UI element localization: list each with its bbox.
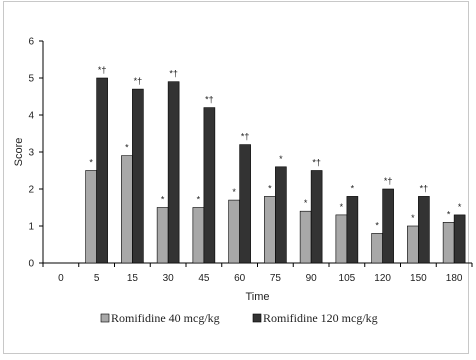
x-axis-title: Time [245, 291, 269, 303]
significance-mark: * [89, 158, 93, 168]
x-tick-label: 15 [127, 273, 139, 284]
significance-mark: * [411, 213, 415, 223]
significance-mark: * [268, 183, 272, 193]
bar [443, 222, 454, 263]
legend-label: Romifidine 40 mcg/kg [111, 311, 220, 325]
y-tick-label: 6 [28, 37, 34, 48]
significance-mark: *† [134, 76, 143, 86]
bar [407, 226, 418, 263]
y-tick-label: 0 [28, 259, 34, 270]
x-tick-label: 105 [339, 273, 356, 284]
bar [229, 200, 240, 263]
bar [193, 208, 204, 264]
y-tick-label: 1 [28, 222, 34, 233]
x-tick-label: 0 [58, 273, 64, 284]
bar [204, 108, 215, 263]
y-tick-label: 4 [28, 111, 34, 122]
significance-mark: *† [205, 95, 214, 105]
bar [418, 196, 429, 263]
significance-mark: *† [312, 158, 321, 168]
bar [311, 171, 322, 264]
legend-swatch [101, 314, 109, 322]
bar [157, 208, 168, 264]
bar [383, 189, 394, 263]
significance-mark: *† [169, 69, 178, 79]
significance-mark: * [375, 220, 379, 230]
significance-mark: * [232, 187, 236, 197]
chart-legend: Romifidine 40 mcg/kg Romifidine 120 mcg/k… [101, 311, 378, 325]
bar [275, 167, 286, 263]
bar [264, 196, 275, 263]
legend-swatch [253, 314, 261, 322]
significance-mark: *† [384, 176, 393, 186]
bar [347, 196, 358, 263]
significance-mark: * [279, 154, 283, 164]
y-tick-label: 5 [28, 74, 34, 85]
x-tick-label: 45 [198, 273, 210, 284]
y-tick-label: 3 [28, 148, 34, 159]
significance-mark: * [161, 195, 165, 205]
x-tick-label: 120 [374, 273, 391, 284]
significance-mark: * [458, 202, 462, 212]
x-tick-label: 60 [234, 273, 246, 284]
significance-mark: * [340, 202, 344, 212]
x-tick-label: 5 [94, 273, 100, 284]
chart-bars [86, 78, 466, 263]
bar [86, 171, 97, 264]
significance-mark: *† [420, 183, 429, 193]
bar [121, 156, 132, 263]
significance-mark: * [447, 209, 451, 219]
significance-mark: *† [241, 132, 250, 142]
bar [372, 233, 383, 263]
significance-mark: * [125, 143, 129, 153]
x-tick-label: 30 [163, 273, 175, 284]
bar [132, 89, 143, 263]
x-tick-label: 90 [306, 273, 318, 284]
x-tick-label: 75 [270, 273, 282, 284]
y-tick-label: 2 [28, 185, 34, 196]
significance-mark: * [304, 198, 308, 208]
bar [168, 82, 179, 263]
bar [240, 145, 251, 263]
legend-label: Romifidine 120 mcg/kg [263, 311, 378, 325]
x-tick-label: 180 [446, 273, 463, 284]
bar [336, 215, 347, 263]
significance-mark: * [197, 195, 201, 205]
y-axis-title: Score [13, 138, 25, 167]
significance-mark: *† [98, 65, 107, 75]
bar [454, 215, 465, 263]
significance-mark: * [351, 183, 355, 193]
bar [300, 211, 311, 263]
x-tick-label: 150 [410, 273, 427, 284]
bar [97, 78, 108, 263]
